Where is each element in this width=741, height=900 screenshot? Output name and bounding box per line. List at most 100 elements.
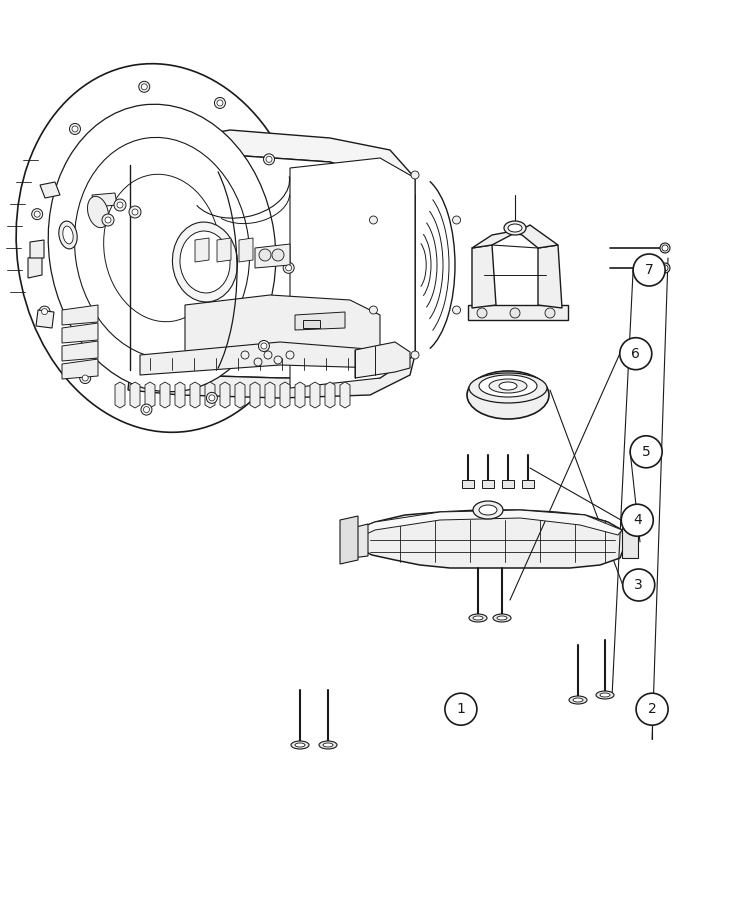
Ellipse shape: [489, 379, 527, 393]
Circle shape: [259, 249, 271, 261]
Circle shape: [453, 306, 461, 314]
Circle shape: [70, 123, 81, 134]
Circle shape: [214, 97, 225, 108]
Ellipse shape: [87, 196, 108, 228]
Polygon shape: [472, 245, 496, 308]
Circle shape: [411, 171, 419, 179]
Text: 1: 1: [456, 702, 465, 716]
Polygon shape: [290, 158, 415, 388]
Circle shape: [105, 217, 111, 223]
Circle shape: [453, 216, 461, 224]
Polygon shape: [340, 382, 350, 408]
Text: 4: 4: [633, 513, 642, 527]
Circle shape: [206, 392, 217, 403]
Polygon shape: [295, 382, 305, 408]
Circle shape: [209, 395, 215, 400]
Polygon shape: [62, 359, 98, 379]
Circle shape: [142, 84, 147, 90]
Circle shape: [241, 351, 249, 359]
Polygon shape: [130, 155, 415, 378]
Ellipse shape: [596, 691, 614, 699]
Circle shape: [102, 214, 114, 226]
Polygon shape: [62, 305, 98, 325]
Polygon shape: [265, 382, 275, 408]
Circle shape: [370, 216, 377, 224]
Polygon shape: [303, 320, 320, 328]
Polygon shape: [36, 310, 54, 328]
Ellipse shape: [16, 64, 308, 432]
Ellipse shape: [323, 743, 333, 747]
Ellipse shape: [573, 698, 583, 702]
Circle shape: [370, 306, 377, 314]
Polygon shape: [622, 528, 638, 558]
Circle shape: [510, 308, 520, 318]
Circle shape: [621, 504, 654, 536]
Ellipse shape: [508, 224, 522, 232]
Circle shape: [259, 340, 270, 352]
Circle shape: [264, 154, 274, 165]
Circle shape: [619, 338, 652, 370]
Polygon shape: [355, 510, 625, 568]
Circle shape: [662, 265, 668, 271]
Ellipse shape: [497, 616, 507, 620]
Ellipse shape: [467, 371, 549, 419]
Circle shape: [82, 375, 88, 381]
Ellipse shape: [493, 614, 511, 622]
Polygon shape: [538, 245, 562, 308]
Polygon shape: [522, 480, 534, 488]
Polygon shape: [115, 382, 125, 408]
Circle shape: [34, 212, 40, 217]
Polygon shape: [239, 238, 253, 262]
Text: 3: 3: [634, 578, 643, 592]
Circle shape: [283, 262, 294, 274]
Polygon shape: [472, 225, 558, 248]
Polygon shape: [185, 295, 380, 365]
Ellipse shape: [479, 505, 497, 515]
Polygon shape: [92, 193, 117, 207]
Circle shape: [285, 265, 292, 271]
Polygon shape: [62, 341, 98, 361]
Circle shape: [622, 569, 655, 601]
Polygon shape: [340, 516, 358, 564]
Circle shape: [114, 199, 126, 211]
Polygon shape: [352, 524, 368, 558]
Polygon shape: [190, 382, 200, 408]
Circle shape: [660, 243, 670, 253]
Circle shape: [630, 436, 662, 468]
Ellipse shape: [104, 175, 220, 321]
Polygon shape: [235, 382, 245, 408]
Circle shape: [39, 306, 50, 317]
Circle shape: [139, 81, 150, 93]
Circle shape: [660, 263, 670, 273]
Polygon shape: [30, 240, 44, 258]
Ellipse shape: [180, 231, 230, 293]
Polygon shape: [325, 382, 335, 408]
Ellipse shape: [504, 221, 526, 235]
Circle shape: [254, 358, 262, 366]
Polygon shape: [482, 480, 494, 488]
Ellipse shape: [469, 614, 487, 622]
Polygon shape: [355, 342, 410, 378]
Polygon shape: [205, 382, 215, 408]
Polygon shape: [145, 382, 155, 408]
Polygon shape: [250, 382, 260, 408]
Ellipse shape: [600, 693, 610, 697]
Circle shape: [132, 209, 138, 215]
Circle shape: [129, 206, 141, 218]
Circle shape: [80, 373, 90, 383]
Polygon shape: [502, 480, 514, 488]
Circle shape: [144, 407, 150, 412]
Circle shape: [117, 202, 123, 208]
Polygon shape: [280, 382, 290, 408]
Text: 7: 7: [645, 263, 654, 277]
Polygon shape: [255, 244, 290, 268]
Polygon shape: [310, 382, 320, 408]
Polygon shape: [40, 182, 60, 198]
Ellipse shape: [569, 696, 587, 704]
Polygon shape: [62, 323, 98, 343]
Ellipse shape: [473, 616, 483, 620]
Circle shape: [411, 351, 419, 359]
Polygon shape: [28, 255, 42, 278]
Polygon shape: [128, 355, 415, 398]
Circle shape: [274, 356, 282, 364]
